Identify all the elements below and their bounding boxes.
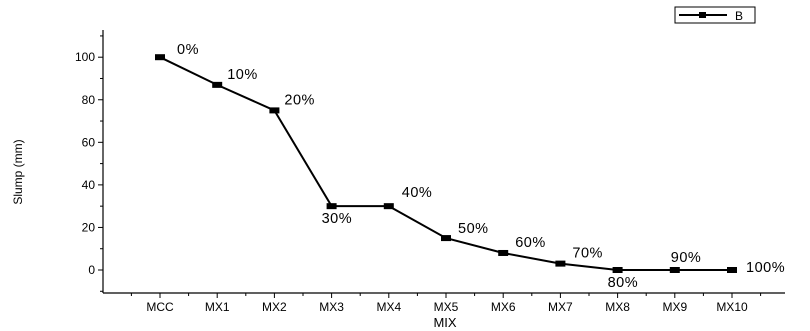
x-axis-title: MIX	[433, 315, 456, 330]
data-point	[612, 267, 623, 273]
x-axis-ticks: MCC MX1 MX2 MX3 MX4 MX5 MX6 MX7 MX8 MX9 MX10	[130, 293, 762, 314]
legend-marker	[699, 12, 706, 18]
x-tick-label: MX3	[319, 300, 344, 314]
data-label: 60%	[515, 235, 546, 251]
x-tick-label: MX8	[605, 300, 630, 314]
y-tick-label: 80	[82, 93, 96, 107]
x-tick-label: MX7	[548, 300, 573, 314]
data-labels: 0% 10% 20% 30% 40% 50% 60% 70% 80% 90% 100%	[177, 42, 785, 291]
data-point	[212, 81, 223, 88]
data-label: 100%	[746, 260, 785, 276]
data-label: 90%	[671, 250, 702, 266]
data-point	[383, 203, 394, 210]
data-point	[498, 249, 509, 256]
x-tick-label: MX9	[662, 300, 687, 314]
data-point	[555, 260, 566, 267]
data-point	[669, 267, 680, 273]
y-tick-label: 100	[75, 50, 95, 64]
data-point	[155, 54, 165, 61]
x-tick-label: MX2	[262, 300, 287, 314]
data-point	[441, 235, 451, 242]
y-tick-label: 20	[82, 220, 96, 234]
data-label: 50%	[458, 221, 489, 237]
data-label: 20%	[284, 92, 315, 108]
y-axis-title: Slump (mm)	[11, 139, 25, 204]
x-tick-label: MCC	[146, 300, 174, 314]
data-point	[326, 203, 337, 210]
x-tick-label: MX5	[434, 300, 459, 314]
data-label: 0%	[177, 42, 199, 58]
data-label: 70%	[572, 246, 603, 262]
data-point	[269, 107, 280, 114]
legend: B	[674, 6, 756, 24]
y-tick-label: 60	[82, 135, 96, 149]
x-tick-label: MX4	[376, 300, 401, 314]
y-tick-label: 0	[88, 263, 95, 277]
data-label: 10%	[227, 67, 258, 83]
y-axis-ticks: 0 20 40 60 80 100	[75, 35, 103, 292]
legend-label: B	[735, 9, 743, 23]
x-tick-label: MX1	[205, 300, 230, 314]
x-tick-label: MX6	[491, 300, 516, 314]
data-point	[727, 267, 737, 273]
data-label: 30%	[322, 211, 353, 227]
x-tick-label: MX10	[716, 300, 748, 314]
data-label: 40%	[402, 185, 433, 201]
y-tick-label: 40	[82, 178, 96, 192]
data-markers	[155, 54, 737, 273]
data-label: 80%	[608, 275, 639, 291]
